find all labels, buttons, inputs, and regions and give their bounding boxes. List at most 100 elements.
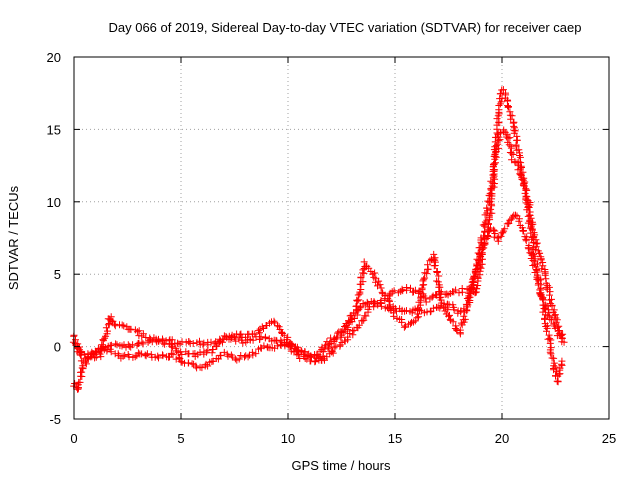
data-point <box>480 244 488 252</box>
data-point <box>327 348 335 356</box>
data-point <box>438 299 446 307</box>
data-point <box>142 352 150 360</box>
data-point <box>343 321 350 329</box>
plot-frame <box>73 56 610 420</box>
data-point <box>468 285 476 292</box>
data-point <box>196 337 203 345</box>
data-point <box>508 112 516 120</box>
data-point <box>360 258 368 266</box>
data-point <box>422 298 430 306</box>
data-point <box>539 262 547 270</box>
y-axis-label: SDTVAR / TECUs <box>6 185 21 290</box>
data-point <box>363 298 371 306</box>
data-point <box>220 348 228 356</box>
data-point <box>411 286 419 294</box>
data-point <box>287 342 295 350</box>
data-point <box>491 166 499 174</box>
data-point <box>550 366 558 374</box>
data-point <box>444 306 452 314</box>
data-point <box>224 352 232 360</box>
data-point <box>220 332 228 340</box>
data-point <box>403 307 410 315</box>
data-point <box>161 340 169 348</box>
data-point <box>501 225 509 233</box>
data-point <box>286 340 293 348</box>
data-point <box>435 272 443 280</box>
data-point <box>82 360 90 368</box>
data-point <box>77 357 85 365</box>
data-point <box>502 133 510 141</box>
data-point <box>191 350 199 357</box>
data-point <box>109 317 117 325</box>
data-points <box>69 86 568 393</box>
data-point <box>411 317 419 325</box>
data-point <box>301 348 309 356</box>
data-point <box>292 343 299 351</box>
data-point <box>527 229 535 237</box>
data-point <box>490 152 498 160</box>
data-point <box>323 338 331 346</box>
data-point <box>517 159 525 167</box>
data-point <box>84 350 92 358</box>
x-tick-label: 25 <box>602 431 616 446</box>
data-point <box>239 339 247 347</box>
data-point <box>345 317 353 325</box>
data-point <box>461 315 469 323</box>
data-point <box>118 321 126 329</box>
data-point <box>357 274 365 282</box>
data-point <box>258 323 266 331</box>
data-point <box>528 251 536 259</box>
data-point <box>168 343 176 351</box>
data-point <box>237 330 245 338</box>
data-point <box>506 134 514 142</box>
data-point <box>119 352 127 360</box>
data-point <box>376 281 384 289</box>
data-point <box>176 355 184 362</box>
data-point <box>419 277 427 285</box>
data-point <box>543 327 550 335</box>
data-point <box>533 275 541 283</box>
data-point <box>539 295 546 303</box>
data-point <box>546 296 553 304</box>
y-tick-label: 20 <box>47 50 61 65</box>
data-point <box>155 354 162 362</box>
data-point <box>430 262 438 270</box>
data-point <box>231 333 239 341</box>
data-point <box>120 322 128 330</box>
data-point <box>512 211 519 219</box>
data-point <box>548 316 556 324</box>
data-point <box>544 306 552 314</box>
data-point <box>543 324 551 332</box>
data-point <box>177 357 185 365</box>
data-point <box>429 304 437 312</box>
data-point <box>125 353 133 361</box>
data-point <box>139 330 147 338</box>
data-point <box>403 286 411 294</box>
data-point <box>329 347 336 355</box>
x-tick-label: 5 <box>177 431 184 446</box>
data-point <box>558 331 565 339</box>
data-point <box>334 329 342 337</box>
data-point <box>492 159 499 167</box>
data-point <box>178 351 186 358</box>
data-point <box>77 348 84 356</box>
data-point <box>168 336 176 344</box>
data-point <box>524 212 532 220</box>
data-point <box>458 285 466 292</box>
data-point <box>470 279 478 286</box>
data-point <box>445 312 453 320</box>
data-point <box>76 378 84 386</box>
x-tick-label: 15 <box>388 431 402 446</box>
data-point <box>433 269 441 276</box>
data-point <box>248 348 256 356</box>
data-point <box>495 102 503 109</box>
data-point <box>450 288 458 296</box>
data-point <box>469 275 477 283</box>
data-point <box>521 189 529 197</box>
data-point <box>169 351 177 359</box>
data-point <box>400 323 408 331</box>
data-point <box>316 347 324 355</box>
data-point <box>360 316 368 324</box>
data-point <box>446 311 453 319</box>
data-point <box>460 312 468 320</box>
